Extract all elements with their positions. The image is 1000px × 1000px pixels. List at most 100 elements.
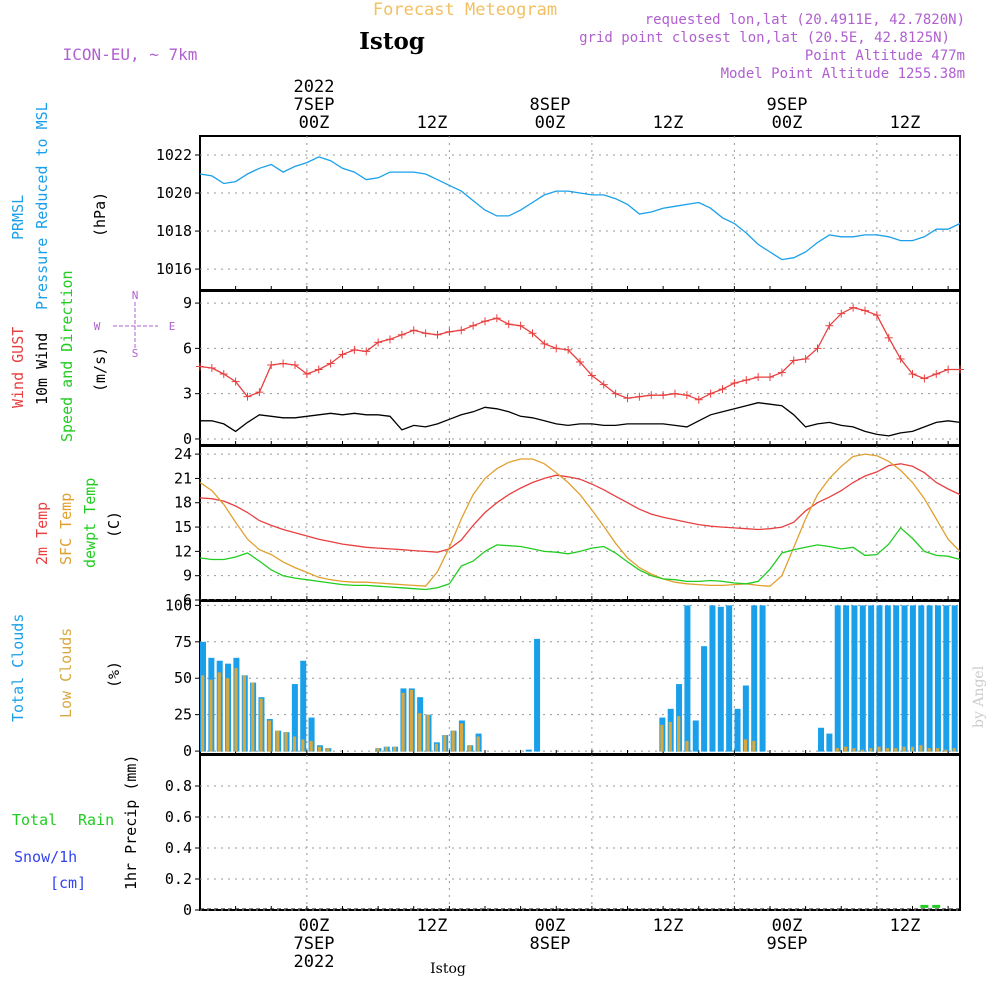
total-cloud-bar [843,605,850,752]
series-line-prmsl [199,156,961,261]
total-cloud-bar [918,605,925,752]
precip-unit: 1hr Precip (mm) [122,755,140,890]
low-cloud-bar [317,746,322,752]
y-tick-label: 6 [183,339,192,357]
top-year-label: 2022 [294,77,335,97]
low-cloud-bar [885,748,890,752]
total-cloud-bar [868,605,875,752]
panel-labels: PRMSL Pressure Reduced to MSL (hPa) Wind… [9,102,987,892]
low-cloud-bar [860,749,864,752]
bottom-year-label: 2022 [294,952,335,972]
y-tick-label: 12 [174,542,192,560]
y-tick-label: 50 [174,669,192,687]
compass-north: N [132,289,139,302]
top-hour-label: 00Z [299,113,330,133]
low-cloud-bar [426,714,430,752]
plot-area: 1016101810201022036969121518212402550751… [156,135,964,919]
temp-unit: (C) [105,511,123,538]
total-cloud-bar [876,605,883,752]
low-cloud-bar [393,746,397,752]
compass-rose: N S W E [94,289,176,360]
bottom-hour-label: 12Z [653,916,684,936]
low-cloud-bar [376,748,380,752]
total-cloud-bar [684,605,691,752]
dewpt-temp-label: dewpt Temp [81,478,99,568]
y-tick-label: 25 [174,706,192,724]
low-cloud-bar [685,740,689,752]
y-tick-label: 0 [183,742,192,760]
total-cloud-bar [901,605,908,752]
grid-point: grid point closest lon,lat (20.5E, 42.81… [579,30,950,46]
low-cloud-bar [443,735,447,752]
bottom-time-axis: 00Z 7SEP 2022 12Z 00Z 8SEP 12Z 00Z 9SEP … [294,916,921,972]
low-cloud-bar [418,713,422,752]
total-cloud-bar [525,749,532,752]
y-tick-label: 9 [183,567,192,585]
bottom-hour-label: 12Z [417,916,448,936]
low-cloud-bar [401,692,405,752]
total-cloud-bar [717,606,724,752]
total-cloud-bar [834,605,841,752]
cloud-unit: (%) [105,661,123,688]
wind-speed-dir-label: Speed and Direction [58,270,76,442]
y-tick-label: 0.6 [165,808,192,826]
low-cloud-bar [259,698,263,752]
total-cloud-bar [951,605,958,752]
low-cloud-bar [209,679,213,752]
low-cloud-bar [877,746,881,752]
y-tick-label: 1022 [156,146,192,164]
low-cloud-bar [894,748,898,752]
low-cloud-bar [459,723,464,752]
low-cloud-bar [226,678,230,752]
total-cloud-bar [291,684,298,752]
precip-snow-label: Snow/1h [14,848,77,866]
y-tick-label: 1018 [156,222,192,240]
total-cloud-bar [759,605,766,752]
low-cloud-bar [752,740,756,752]
total-cloud-bar [826,733,833,752]
low-cloud-bar [276,730,280,752]
top-date-label: 7SEP [294,95,335,115]
precip-rain-label: Rain [78,811,114,829]
bottom-date-label: 9SEP [767,934,808,954]
total-cloud-bar [909,605,916,752]
panel-frame-precip [199,754,961,911]
total-cloud-bar [726,605,733,752]
panel-frame-temperature [199,445,961,601]
compass-west: W [94,320,101,333]
y-tick-label: 24 [174,445,192,463]
total-cloud-bar [851,605,858,752]
low-cloud-bar [468,745,472,752]
low-cloud-bar [835,748,839,752]
low-cloud-bar [902,746,906,752]
chart-title: Forecast Meteogram [373,0,557,20]
footer-station: Istog [430,961,466,977]
low-cloud-bar [952,748,956,752]
bottom-hour-label: 00Z [299,916,330,936]
total-cloud-bar [709,605,716,752]
point-altitude: Point Altitude 477m [805,48,965,64]
low-cloud-bar [451,730,455,752]
low-cloud-bar [309,740,313,752]
total-cloud-bar [884,605,891,752]
low-cloud-bar [217,672,221,752]
low-cloud-bar [844,746,848,752]
prmsl-description: Pressure Reduced to MSL [33,102,51,310]
wind-gust-label: Wind GUST [9,327,27,408]
prmsl-label: PRMSL [9,195,27,240]
total-clouds-label: Total Clouds [9,614,27,722]
total-cloud-bar [926,605,933,752]
compass-east: E [169,320,176,333]
low-cloud-bar [384,746,388,752]
y-tick-label: 0 [183,901,192,919]
model-altitude: Model Point Altitude 1255.38m [721,66,965,82]
low-cloud-bar [434,743,439,752]
temp2m-label: 2m Temp [33,502,51,565]
total-cloud-bar [300,660,307,752]
low-cloud-bar [409,689,413,752]
series-line-dewpt-temp [199,526,961,591]
wind-unit: (m/s) [91,347,109,392]
low-cloud-bar [251,682,255,752]
y-tick-label: 100 [165,596,192,614]
y-tick-label: 0 [183,430,192,448]
